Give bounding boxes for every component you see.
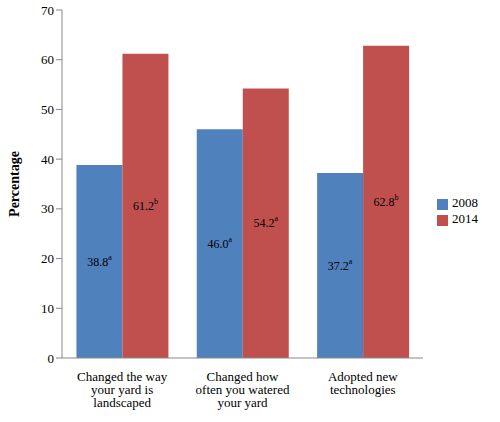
svg-text:54.2a: 54.2a xyxy=(253,214,278,231)
svg-text:0: 0 xyxy=(48,351,55,366)
svg-text:Percentage: Percentage xyxy=(8,151,22,217)
svg-text:61.2b: 61.2b xyxy=(133,196,158,213)
svg-text:70: 70 xyxy=(41,3,54,18)
svg-text:40: 40 xyxy=(41,152,54,167)
svg-text:Changed howoften you wateredyo: Changed howoften you wateredyour yard xyxy=(196,369,290,410)
svg-text:Changed the wayyour yard islan: Changed the wayyour yard islandscaped xyxy=(77,369,168,410)
svg-text:20: 20 xyxy=(41,251,54,266)
svg-text:Adopted newtechnologies: Adopted newtechnologies xyxy=(328,369,398,397)
svg-text:37.2a: 37.2a xyxy=(328,256,353,273)
svg-text:60: 60 xyxy=(41,52,54,67)
html-text:2008: 2008 xyxy=(452,195,478,210)
svg-text:62.8b: 62.8b xyxy=(374,192,399,209)
svg-text:46.0a: 46.0a xyxy=(207,234,232,251)
svg-text:38.8a: 38.8a xyxy=(87,252,112,269)
html-text:2014: 2014 xyxy=(452,211,478,226)
svg-text:30: 30 xyxy=(41,201,54,216)
svg-text:10: 10 xyxy=(41,301,54,316)
svg-text:50: 50 xyxy=(41,102,54,117)
